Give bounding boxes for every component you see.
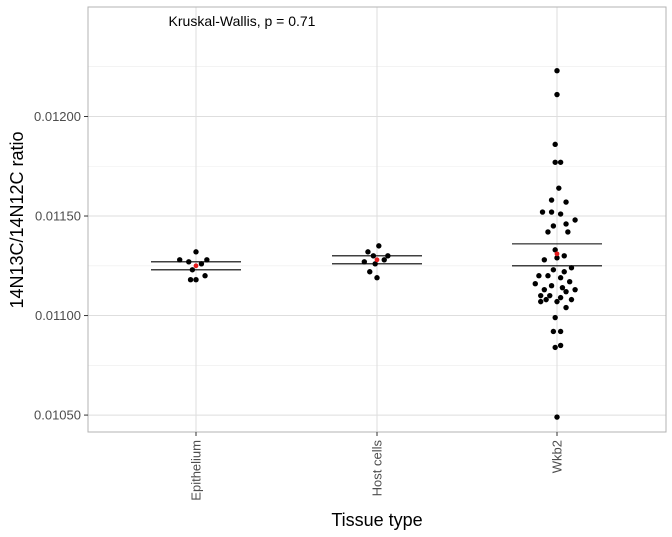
test-annotation: Kruskal-Wallis, p = 0.71 [169, 13, 316, 29]
data-point [554, 91, 560, 98]
mean-point [554, 251, 560, 257]
data-point [385, 253, 391, 259]
data-point [177, 257, 183, 263]
data-point [550, 328, 557, 335]
data-point [204, 257, 210, 263]
data-points [177, 68, 578, 420]
data-point [541, 286, 548, 293]
data-point [552, 159, 558, 165]
y-tick-label: 0.01050 [34, 408, 81, 423]
data-point [370, 253, 377, 259]
data-point [572, 217, 578, 223]
data-point [561, 269, 567, 275]
data-point [552, 314, 558, 321]
data-point [568, 265, 575, 271]
y-axis: 0.01050 0.01100 0.01150 0.01200 [34, 109, 88, 423]
data-point [193, 277, 199, 283]
data-point [557, 211, 564, 217]
data-point [557, 328, 564, 335]
data-point [572, 286, 578, 293]
data-point [547, 292, 553, 299]
data-point [189, 267, 196, 273]
data-point [545, 229, 551, 235]
data-point [554, 68, 560, 74]
data-point [550, 267, 557, 273]
data-point [552, 141, 558, 148]
data-point [376, 243, 382, 249]
data-point [367, 269, 373, 275]
mean-point [193, 263, 199, 269]
data-point [532, 280, 538, 287]
data-point [557, 159, 564, 165]
y-tick-label: 0.01200 [34, 109, 81, 124]
data-point [548, 209, 555, 215]
data-point [557, 294, 564, 301]
data-point [193, 249, 199, 255]
data-point [561, 253, 567, 259]
data-point [552, 247, 558, 253]
data-point [548, 282, 555, 289]
data-point [563, 221, 569, 227]
mean-points [193, 251, 560, 269]
x-tick-label: Host cells [370, 440, 385, 497]
data-point [361, 259, 368, 265]
data-point [539, 209, 546, 215]
data-point [563, 304, 569, 311]
data-point [538, 292, 544, 299]
data-point [565, 229, 571, 235]
data-point [554, 298, 560, 305]
data-point [566, 279, 573, 285]
data-point [538, 298, 544, 305]
x-tick-label: Epithelium [189, 440, 204, 501]
data-point [557, 342, 564, 349]
y-tick-label: 0.01100 [35, 308, 81, 323]
y-axis-title: 14N13C/14N12C ratio [7, 131, 27, 308]
y-tick-label: 0.01150 [35, 209, 81, 224]
data-point [550, 223, 557, 229]
data-point [202, 273, 208, 279]
data-point [557, 275, 564, 281]
mean-point [374, 257, 380, 263]
data-point [552, 344, 558, 351]
data-point [187, 277, 194, 283]
data-point [374, 275, 380, 281]
data-point [543, 296, 549, 303]
data-point [563, 199, 569, 205]
data-point [541, 257, 548, 263]
data-point [198, 261, 205, 267]
data-point [548, 197, 555, 203]
data-point [568, 296, 575, 303]
data-point [563, 288, 569, 295]
x-axis: Epithelium Host cells Wkb2 [189, 432, 565, 501]
x-axis-title: Tissue type [331, 510, 422, 530]
data-point [556, 185, 562, 191]
data-point [559, 284, 566, 291]
data-point [536, 273, 542, 279]
x-tick-label: Wkb2 [550, 440, 565, 473]
data-point [186, 259, 192, 265]
data-point [372, 261, 378, 267]
data-point [554, 414, 560, 420]
data-point [381, 257, 387, 263]
data-point [545, 273, 551, 279]
data-point [365, 249, 371, 255]
data-point [554, 255, 560, 261]
grid-lines [88, 7, 666, 432]
